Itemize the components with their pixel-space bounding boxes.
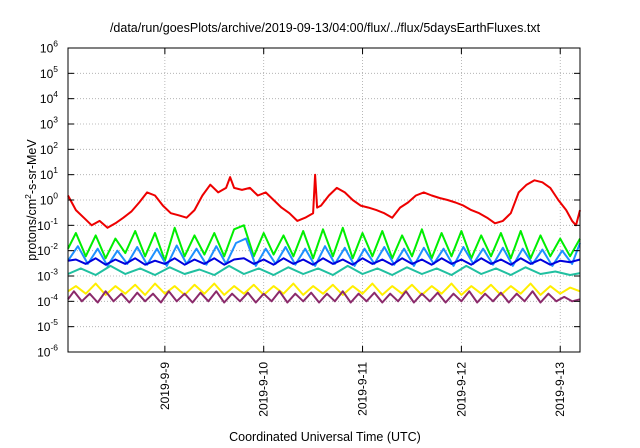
y-tick-label: 103 bbox=[40, 115, 58, 132]
y-tick-label-exponent: -4 bbox=[50, 292, 58, 302]
x-tick-label: 2019-9-12 bbox=[454, 362, 468, 417]
y-tick-label-exponent: 6 bbox=[53, 39, 58, 49]
y-tick-label-exponent: 3 bbox=[53, 115, 58, 125]
tick-marks bbox=[68, 47, 580, 353]
y-tick-label: 105 bbox=[40, 64, 58, 81]
x-tick-label: 2019-9-13 bbox=[553, 362, 567, 417]
y-tick-label-base: 10 bbox=[40, 92, 54, 106]
y-tick-label-exponent: -3 bbox=[50, 267, 58, 277]
series-line-4 bbox=[67, 257, 581, 266]
series-layer bbox=[67, 173, 581, 304]
x-tick-labels: 2019-9-9 2019-9-10 2019-9-11 2019-9-12 2019-… bbox=[158, 362, 567, 417]
series-line-7 bbox=[67, 290, 581, 304]
y-tick-label-base: 10 bbox=[37, 320, 51, 334]
y-tick-label-exponent: -2 bbox=[50, 241, 58, 251]
grid bbox=[68, 48, 580, 352]
y-tick-label-exponent: 1 bbox=[53, 165, 58, 175]
y-tick-label-base: 10 bbox=[40, 118, 54, 132]
y-tick-label-exponent: -5 bbox=[50, 317, 58, 327]
y-axis-label-suffix: -s-sr-MeV bbox=[25, 139, 39, 195]
y-tick-labels: 10-610-510-410-310-210-11001011021031041… bbox=[37, 39, 58, 360]
series-line-6 bbox=[67, 282, 581, 296]
series-line-3 bbox=[67, 237, 581, 267]
y-tick-label-exponent: 5 bbox=[53, 64, 58, 74]
x-axis-label: Coordinated Universal Time (UTC) bbox=[229, 430, 421, 444]
y-tick-label: 101 bbox=[40, 165, 58, 182]
series-line-5 bbox=[67, 264, 581, 276]
y-tick-label-base: 10 bbox=[40, 143, 54, 157]
y-tick-label-base: 10 bbox=[40, 42, 54, 56]
x-tick-label: 2019-9-11 bbox=[356, 362, 370, 416]
y-tick-label-exponent: -1 bbox=[50, 216, 58, 226]
y-tick-label-base: 10 bbox=[37, 295, 51, 309]
y-tick-label-base: 10 bbox=[40, 67, 54, 81]
y-tick-label: 10-3 bbox=[37, 267, 58, 284]
y-tick-label-exponent: 2 bbox=[53, 140, 58, 150]
y-axis-label-superscript: 2 bbox=[23, 194, 33, 199]
chart-title: /data/run/goesPlots/archive/2019-09-13/0… bbox=[110, 21, 541, 35]
y-axis-label-prefix: protons/cm bbox=[25, 199, 39, 261]
y-tick-label: 10-4 bbox=[37, 292, 58, 309]
y-tick-label-base: 10 bbox=[37, 244, 51, 258]
y-tick-label: 102 bbox=[40, 140, 58, 157]
y-tick-label: 104 bbox=[40, 89, 58, 106]
x-tick-label: 2019-9-10 bbox=[257, 362, 271, 417]
y-tick-label: 10-2 bbox=[37, 241, 58, 258]
y-tick-label: 100 bbox=[40, 191, 58, 208]
y-tick-label-exponent: 4 bbox=[53, 89, 58, 99]
y-tick-label-exponent: 0 bbox=[53, 191, 58, 201]
y-axis-label: protons/cm2-s-sr-MeV bbox=[23, 139, 39, 261]
y-tick-label-base: 10 bbox=[37, 219, 51, 233]
series-line-1 bbox=[67, 173, 581, 229]
y-tick-label-base: 10 bbox=[37, 346, 51, 360]
y-tick-label: 10-1 bbox=[37, 216, 58, 233]
y-tick-label-base: 10 bbox=[40, 194, 54, 208]
series-line-2 bbox=[67, 224, 581, 262]
y-tick-label-base: 10 bbox=[40, 168, 54, 182]
y-tick-label: 106 bbox=[40, 39, 58, 56]
x-tick-label: 2019-9-9 bbox=[158, 362, 172, 410]
y-tick-label-exponent: -6 bbox=[50, 343, 58, 353]
y-tick-label-base: 10 bbox=[37, 270, 51, 284]
y-tick-label: 10-5 bbox=[37, 317, 58, 334]
y-tick-label: 10-6 bbox=[37, 343, 58, 360]
